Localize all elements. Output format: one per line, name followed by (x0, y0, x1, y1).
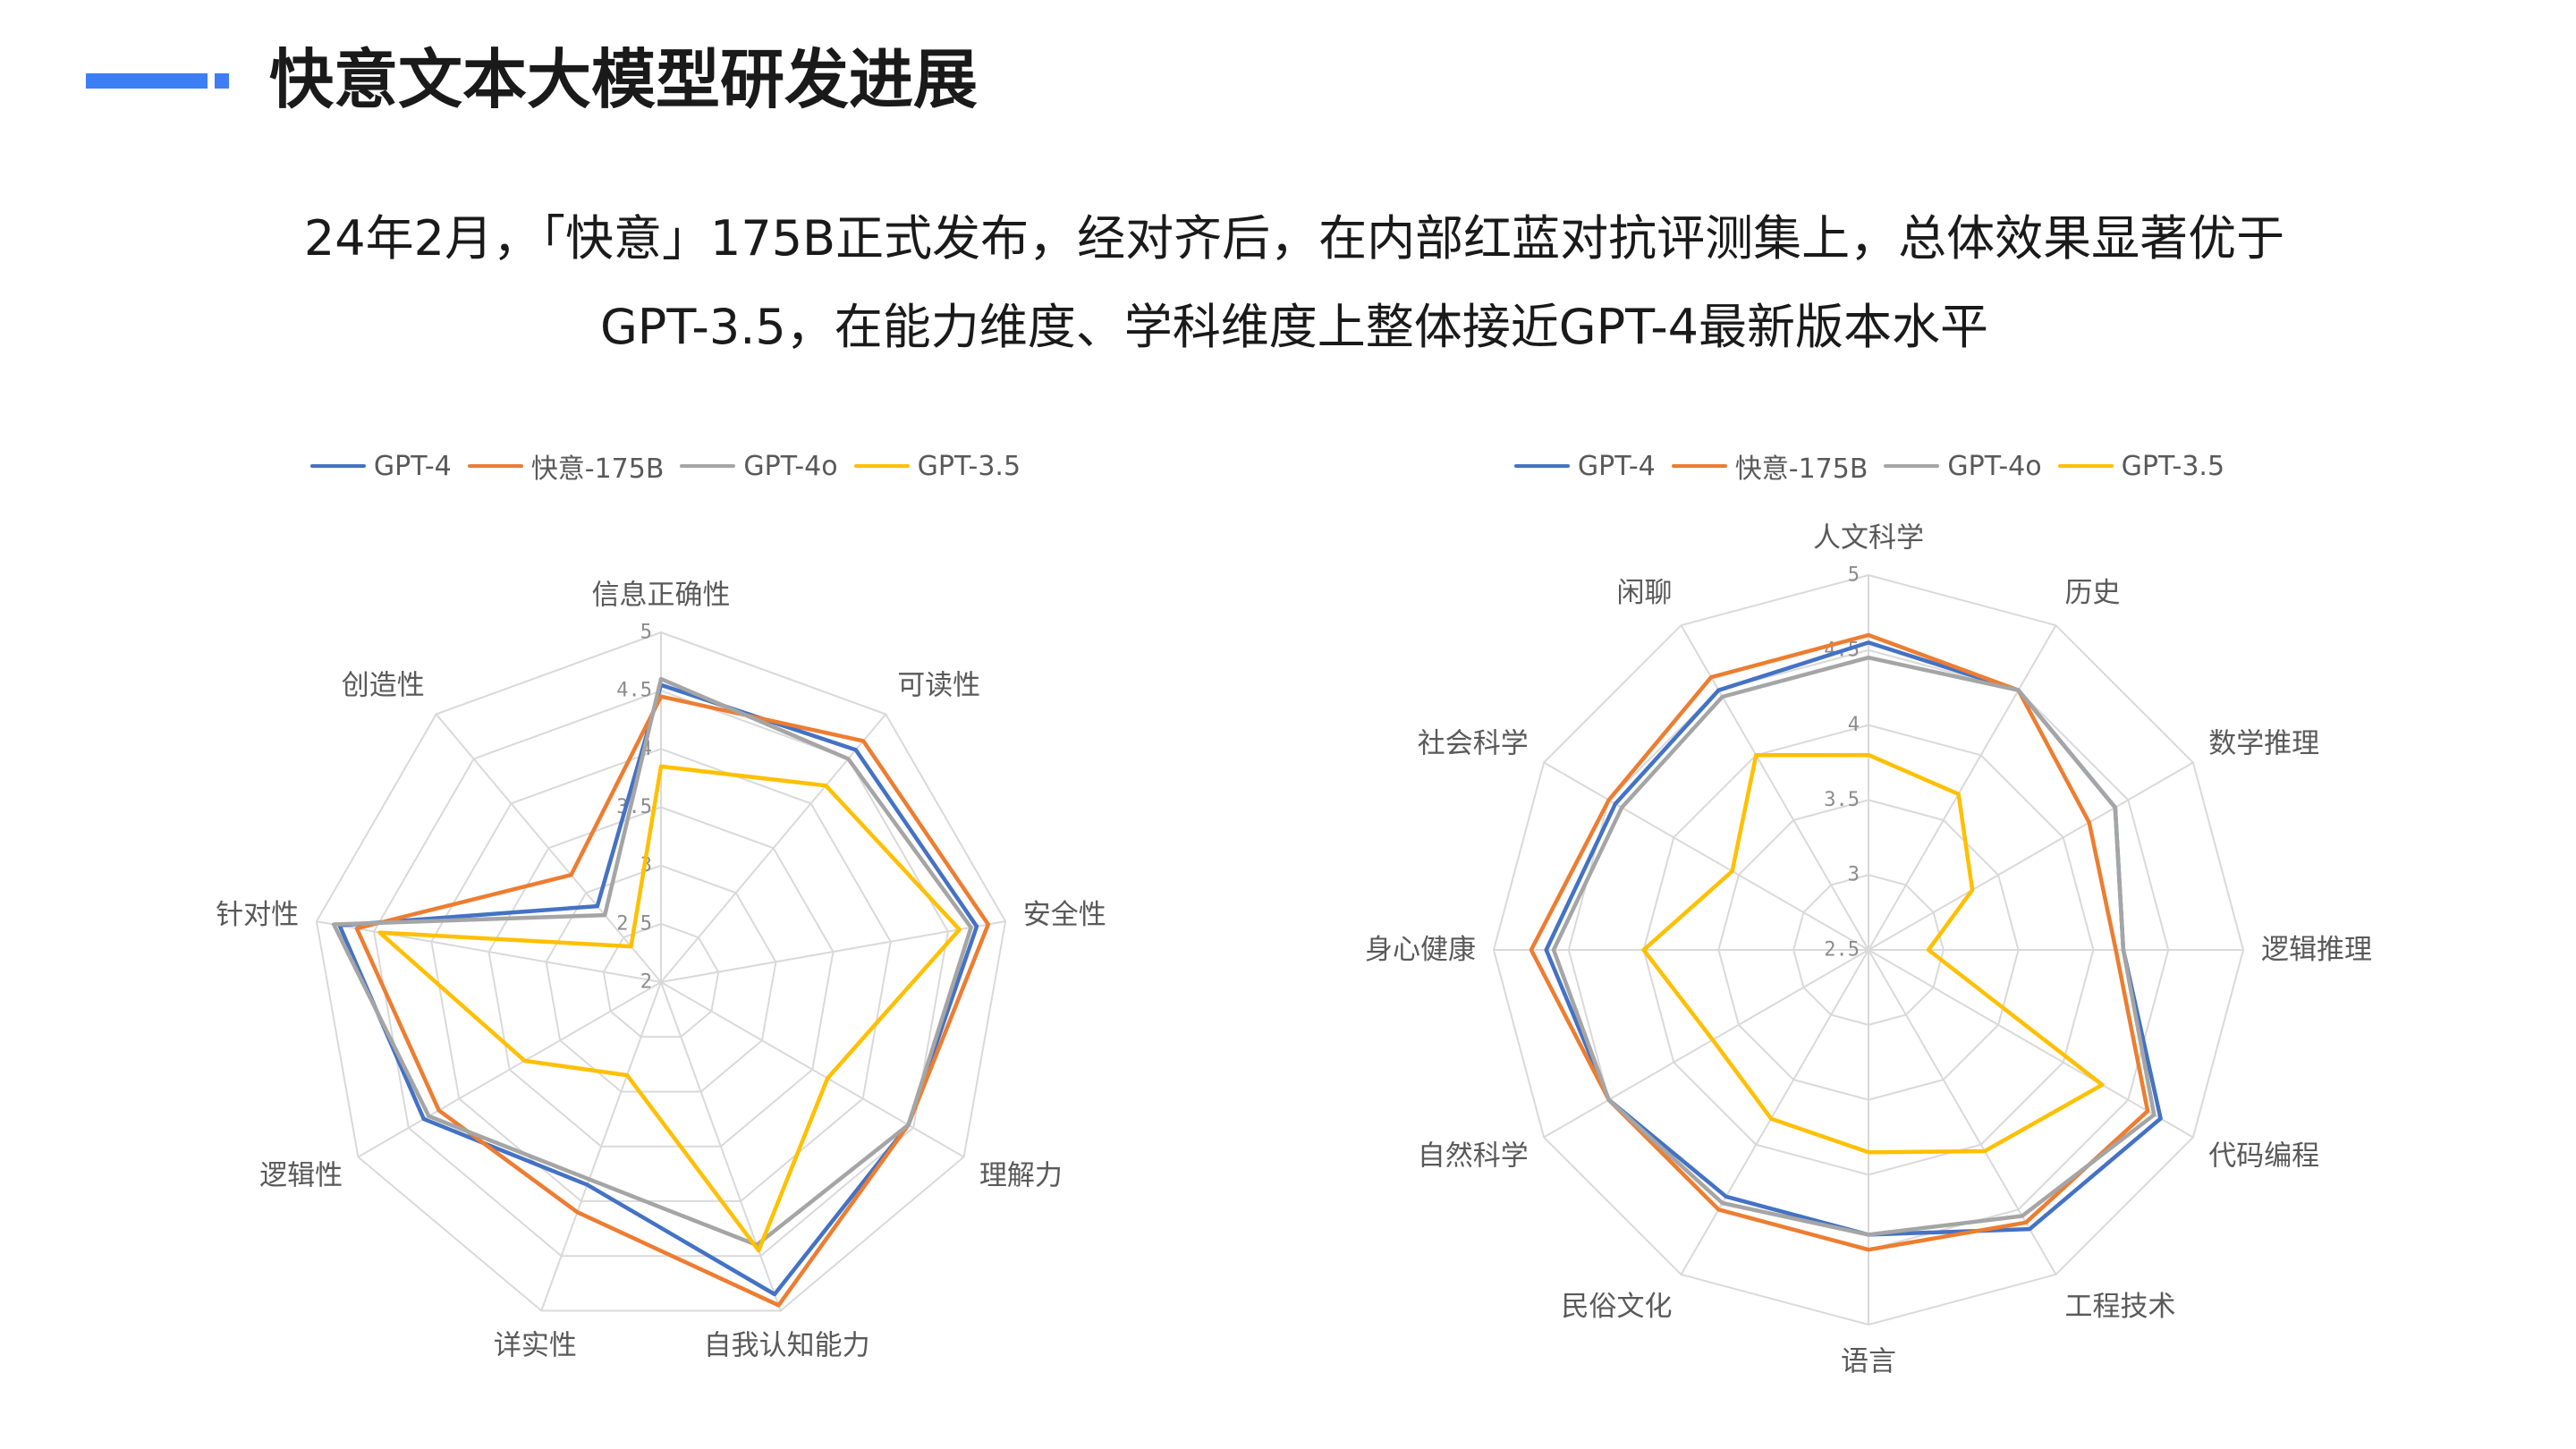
axis-label: 逻辑性 (259, 1159, 343, 1191)
radar-grid (1492, 573, 2245, 1326)
legend-item: 快意-175B (1671, 446, 1868, 486)
legend-swatch (2057, 464, 2114, 468)
grid-spoke (1868, 949, 2057, 1275)
legend-item: GPT-4o (680, 450, 838, 482)
legend-item: GPT-4o (1884, 450, 2042, 482)
axis-label: 历史 (2065, 577, 2121, 609)
axis-label: 自然科学 (1418, 1140, 1529, 1172)
tick-label: 5 (640, 622, 652, 644)
legend-label: GPT-4 (373, 450, 452, 482)
grid-spoke (660, 981, 782, 1311)
summary-line-2: GPT-3.5，在能力维度、学科维度上整体接近GPT-4最新版本水平 (599, 299, 1989, 355)
grid-spoke (660, 981, 965, 1158)
tick-label: 4.5 (616, 680, 652, 702)
legend-swatch (853, 464, 910, 468)
legend-label: GPT-4o (1947, 450, 2042, 482)
grid-spoke (435, 713, 662, 983)
legend-label: 快意-175B (1734, 453, 1868, 485)
series-line-快意-175b (1529, 632, 2150, 1252)
axis-label: 针对性 (216, 899, 299, 931)
series-line-gpt-4o (1551, 655, 2157, 1237)
grid-spoke (1868, 624, 2057, 951)
legend-label: GPT-4 (1577, 450, 1656, 482)
grid-ring (545, 864, 777, 1093)
legend-item: GPT-3.5 (853, 450, 1021, 482)
radar-grid (315, 631, 1007, 1312)
grid-spoke (357, 981, 662, 1158)
tick-label: 2.5 (1824, 939, 1860, 962)
tick-label: 3 (1848, 864, 1860, 886)
grid-ring (487, 806, 835, 1148)
title-accent-bar (86, 73, 208, 89)
grid-spoke (1543, 949, 1869, 1139)
grid-ring (430, 748, 892, 1202)
legend-swatch (1671, 464, 1727, 468)
legend-swatch (1884, 464, 1940, 468)
grid-ring (315, 631, 1007, 1312)
axis-label: 人文科学 (1813, 521, 1924, 554)
axis-label: 信息正确性 (592, 579, 731, 611)
radar-chart-left: 22.533.544.55信息正确性可读性安全性理解力自我认知能力详实性逻辑性针… (216, 579, 1106, 1362)
grid-spoke (1868, 761, 2194, 951)
axis-label: 详实性 (494, 1330, 577, 1362)
summary-text: 24年2月，「快意」175B正式发布，经对齐后，在内部红蓝对抗评测集上，总体效果… (13, 194, 2576, 371)
axis-label: 社会科学 (1418, 728, 1529, 760)
legend-item: GPT-4 (1513, 450, 1656, 482)
legend-swatch (1513, 464, 1570, 468)
axis-label: 自我认知能力 (704, 1330, 870, 1362)
axis-label: 逻辑推理 (2261, 934, 2372, 966)
grid-ring (602, 922, 720, 1038)
axis-label: 理解力 (979, 1159, 1063, 1191)
axis-label: 代码编程 (2208, 1140, 2319, 1172)
axis-label: 创造性 (342, 670, 425, 702)
grid-spoke (540, 981, 662, 1311)
legend-label: 快意-175B (530, 453, 665, 485)
chart-legend-right: GPT-4 快意-175B GPT-4o GPT-3.5 (1225, 447, 2513, 485)
series-line-gpt-4 (337, 682, 979, 1297)
axis-label: 安全性 (1023, 899, 1106, 931)
series-line-gpt-4o (331, 676, 973, 1248)
page-title: 快意文本大模型研发进展 (269, 42, 979, 117)
radar-chart-right: 2.533.544.55人文科学历史数学推理逻辑推理代码编程工程技术语言民俗文化… (1365, 521, 2372, 1378)
axis-label: 闲聊 (1617, 577, 1673, 609)
axis-label: 数学推理 (2208, 728, 2319, 760)
tick-label: 2 (640, 971, 652, 994)
axis-label: 工程技术 (2065, 1291, 2176, 1323)
grid-ring (373, 690, 949, 1258)
legend-item: GPT-3.5 (2057, 450, 2225, 482)
legend-label: GPT-3.5 (917, 450, 1021, 482)
axis-label: 可读性 (897, 670, 980, 702)
legend-swatch (467, 464, 523, 468)
axis-label: 身心健康 (1365, 934, 1476, 966)
axis-label: 语言 (1841, 1346, 1896, 1378)
series-line-gpt-3-5 (377, 764, 962, 1253)
summary-line-1: 24年2月，「快意」175B正式发布，经对齐后，在内部红蓝对抗评测集上，总体效果… (303, 210, 2285, 267)
title-accent-dot (215, 73, 229, 89)
legend-label: GPT-4o (743, 450, 838, 482)
legend-label: GPT-3.5 (2121, 450, 2225, 482)
legend-item: 快意-175B (467, 446, 665, 486)
grid-spoke (1543, 761, 1869, 951)
legend-swatch (309, 464, 366, 468)
legend-item: GPT-4 (309, 450, 452, 482)
legend-swatch (680, 464, 736, 468)
chart-legend-left: GPT-4 快意-175B GPT-4o GPT-3.5 (21, 447, 1309, 485)
tick-label: 4 (1848, 714, 1860, 736)
grid-spoke (1680, 949, 1869, 1275)
tick-label: 3.5 (1824, 789, 1860, 811)
grid-spoke (660, 920, 1006, 983)
grid-spoke (1868, 949, 2194, 1139)
tick-label: 5 (1848, 564, 1860, 587)
axis-label: 民俗文化 (1562, 1291, 1673, 1323)
grid-spoke (316, 920, 662, 983)
grid-spoke (660, 713, 887, 983)
grid-spoke (1680, 624, 1869, 951)
series-line-gpt-3-5 (1641, 752, 2105, 1155)
series-line-快意-175b (354, 694, 991, 1308)
